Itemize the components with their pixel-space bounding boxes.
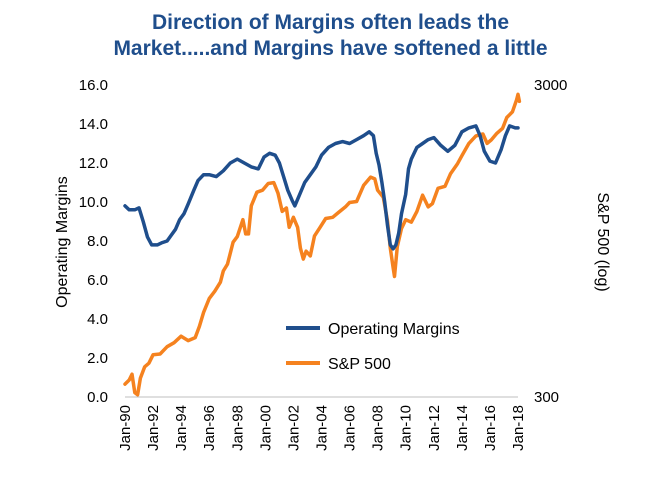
- x-tick-label: Jan-00: [257, 405, 274, 451]
- chart-title-line-1: Direction of Margins often leads the: [151, 11, 510, 34]
- left-axis-ticks: 0.0 2.0 4.0 6.0 8.0 10.0 12.0 14.0 16.0: [79, 77, 108, 406]
- series-line-operating-margins: [123, 124, 520, 251]
- legend-label-sp500: S&P 500: [328, 356, 391, 373]
- legend: Operating Margins S&P 500: [286, 321, 460, 373]
- x-tick-label: Jan-04: [314, 405, 331, 451]
- x-tick-label: Jan-10: [398, 405, 415, 451]
- legend-label-margins: Operating Margins: [328, 321, 460, 338]
- x-tick-label: Jan-96: [201, 405, 218, 451]
- y-tick-label-left: 6.0: [87, 272, 108, 289]
- y-tick-label-left: 4.0: [87, 311, 108, 328]
- y-tick-label-right: 3000: [534, 77, 567, 94]
- right-axis-ticks: 300 3000: [534, 77, 567, 406]
- x-tick-label: Jan-16: [482, 405, 499, 451]
- x-tick-label: Jan-94: [173, 405, 190, 451]
- series-line-sp500: [123, 92, 522, 397]
- y-tick-label-left: 2.0: [87, 350, 108, 367]
- x-tick-label: Jan-12: [426, 405, 443, 451]
- x-tick-label: Jan-14: [454, 405, 471, 451]
- y-tick-label-left: 12.0: [79, 155, 108, 172]
- x-tick-label: Jan-90: [117, 405, 134, 451]
- y-axis-label-right: S&P 500 (log): [594, 192, 611, 291]
- y-tick-label-left: 14.0: [79, 116, 108, 133]
- y-axis-label-left: Operating Margins: [54, 176, 71, 308]
- y-tick-label-left: 8.0: [87, 233, 108, 250]
- chart-title-line-2: Market.....and Margins have softened a l…: [113, 37, 548, 60]
- y-tick-label-left: 0.0: [87, 389, 108, 406]
- x-axis-ticks: Jan-90 Jan-92 Jan-94 Jan-96 Jan-98 Jan-00 Jan-…: [117, 405, 527, 451]
- x-tick-label: Jan-18: [510, 405, 527, 451]
- y-tick-label-right: 300: [534, 389, 559, 406]
- x-tick-label: Jan-08: [370, 405, 387, 451]
- x-tick-label: Jan-02: [285, 405, 302, 451]
- x-tick-label: Jan-98: [229, 405, 246, 451]
- y-tick-label-left: 10.0: [79, 194, 108, 211]
- x-tick-label: Jan-92: [145, 405, 162, 451]
- x-tick-label: Jan-06: [342, 405, 359, 451]
- y-tick-label-left: 16.0: [79, 77, 108, 94]
- series-layer: [123, 92, 522, 397]
